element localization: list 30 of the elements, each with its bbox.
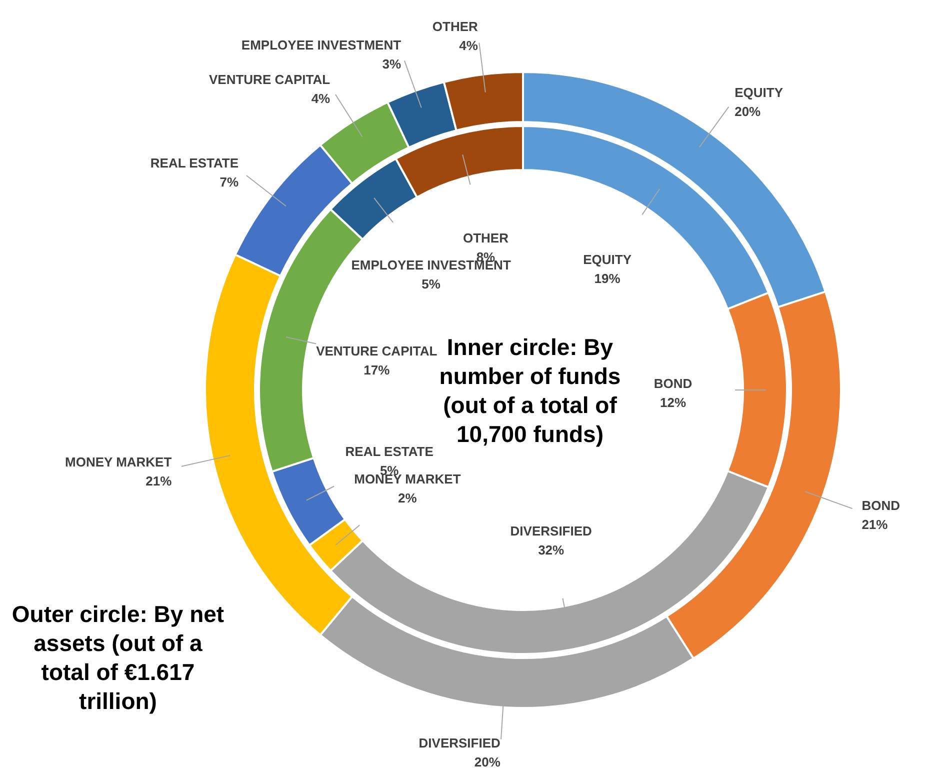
- slice-label: OTHER: [432, 18, 478, 34]
- data-label: 3%: [382, 56, 402, 72]
- data-label: 19%: [594, 270, 621, 286]
- data-label: 20%: [474, 754, 501, 770]
- slice-label: DIVERSIFIED: [510, 523, 592, 538]
- slice-label: BOND: [654, 376, 692, 391]
- data-label: 20%: [734, 104, 762, 119]
- slice-label: REAL ESTATE: [345, 444, 434, 460]
- slice-label: VENTURE CAPITAL: [316, 343, 438, 358]
- text: Outer circle: By net assets (out of a total of €1.617 trillion): [12, 601, 224, 714]
- slice-label: MONEY MARKET: [65, 454, 172, 470]
- data-label: 2%: [398, 490, 418, 506]
- data-label: 12%: [660, 395, 686, 410]
- data-label: 4%: [311, 91, 331, 106]
- slice-label: VENTURE CAPITAL: [208, 72, 330, 88]
- data-label: 17%: [364, 362, 390, 378]
- slice-label: EQUITY: [583, 252, 632, 267]
- slice-label: BOND: [862, 498, 900, 513]
- slice-label: EQUITY: [734, 84, 784, 100]
- data-label: 4%: [459, 38, 478, 53]
- slice-label: OTHER: [462, 230, 510, 246]
- text: Inner circle: By number of funds (out of a total of 10,700 funds): [439, 334, 621, 447]
- data-label: 5%: [422, 276, 441, 292]
- slice-label: DIVERSIFIED: [418, 735, 500, 750]
- slice-label: EMPLOYEE INVESTMENT: [241, 37, 402, 52]
- data-label: 21%: [146, 474, 172, 489]
- data-label: 21%: [862, 516, 888, 532]
- data-label: 32%: [538, 542, 565, 558]
- slice-label: REAL ESTATE: [150, 155, 239, 170]
- data-label: 7%: [220, 174, 239, 190]
